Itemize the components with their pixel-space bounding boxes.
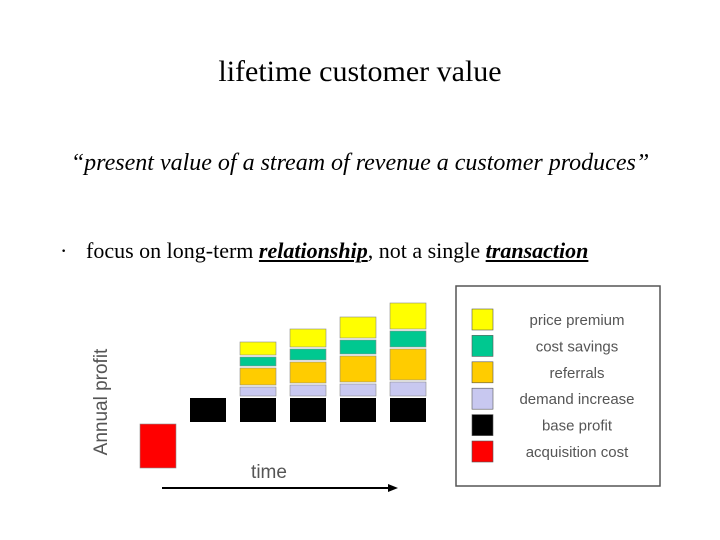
bar-referrals-6 [389,348,427,381]
bullet-text-middle: , not a single [367,238,486,263]
slide-title: lifetime customer value [218,55,502,88]
bar-price-premium-3 [239,341,277,356]
bar-price-premium-6 [389,302,427,330]
bar-price-premium-4 [289,328,327,348]
definition-quote: “present value of a stream of revenue a … [70,150,650,176]
legend-label-price-premium: price premium [529,312,624,329]
bar-base-profit-6 [390,398,426,422]
emphasis-transaction: transaction [485,238,589,263]
bullet-marker: · [60,238,68,263]
bar-cost-savings-3 [239,356,277,367]
bar-referrals-5 [339,355,377,383]
bar-acquisition-cost-1 [139,423,177,469]
chart-area: Annual profit time price premium cost savin… [80,282,690,540]
legend-label-referrals: referrals [549,365,604,382]
legend-label-acquisition-cost: acquisition cost [526,444,629,461]
y-axis-label: Annual profit [91,348,112,455]
bar-price-premium-5 [339,316,377,339]
legend-label-cost-savings: cost savings [536,338,619,355]
bar-referrals-4 [289,361,327,384]
bullet-text-before: focus on long-term [86,238,259,263]
bar-demand-increase-4 [289,384,327,397]
bar-cost-savings-4 [289,348,327,361]
bullet-point: · focus on long-term relationship, not a … [60,237,588,265]
x-axis-label: time [251,462,287,483]
bar-demand-increase-5 [339,383,377,397]
legend-swatch-cost-savings [471,335,494,357]
bar-base-profit-3 [240,398,276,422]
legend-swatch-acquisition-cost [471,440,494,463]
bar-cost-savings-5 [339,339,377,355]
legend-label-base-profit: base profit [542,418,613,435]
bar-base-profit-5 [340,398,376,422]
stacked-bar-chart: Annual profit time price premium cost savin… [91,285,661,492]
bar-referrals-3 [239,367,277,386]
legend-swatch-demand-increase [471,387,494,410]
time-arrow-head [388,484,398,492]
emphasis-relationship: relationship [258,238,368,263]
legend-swatch-referrals [471,361,494,384]
bar-demand-increase-3 [239,386,277,397]
legend-swatch-price-premium [471,308,494,331]
bar-base-profit-4 [290,398,326,422]
bar-cost-savings-6 [389,330,427,348]
legend-label-demand-increase: demand increase [519,391,634,408]
legend-swatch-base-profit [471,414,494,436]
bar-demand-increase-6 [389,381,427,397]
bar-base-profit-2 [190,398,226,422]
